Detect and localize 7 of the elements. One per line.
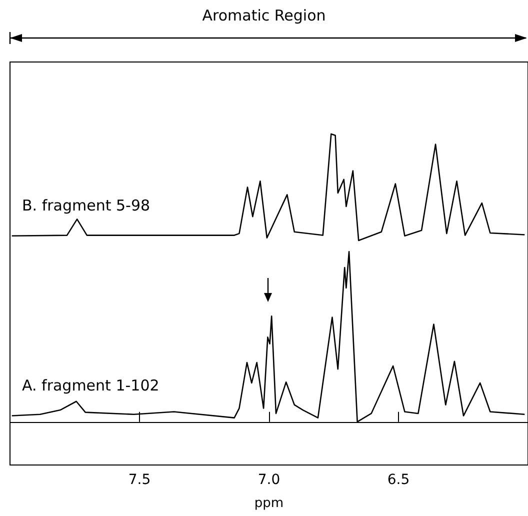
- x-tick-label: 7.0: [258, 472, 280, 488]
- series-label: B. fragment 5-98: [22, 196, 150, 214]
- x-tick-label: 6.5: [387, 472, 410, 488]
- x-tick-label: 7.5: [128, 472, 151, 488]
- x-axis-title: ppm: [254, 496, 284, 511]
- series-label: A. fragment 1-102: [22, 376, 160, 394]
- text: Aromatic Region: [202, 6, 326, 24]
